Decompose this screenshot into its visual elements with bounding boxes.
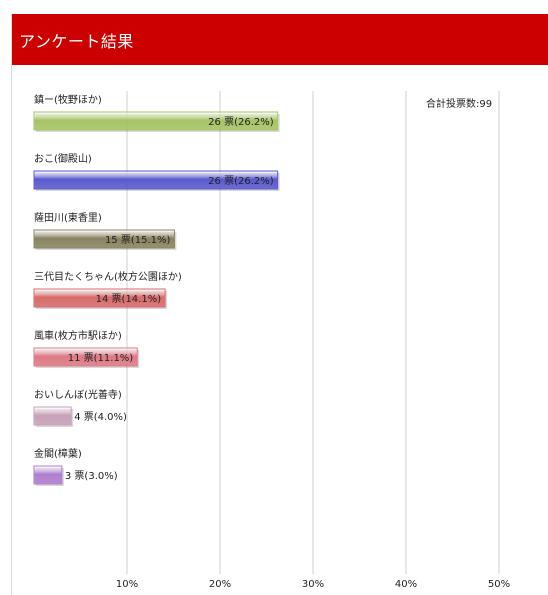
header-bar: アンケート結果 (12, 14, 548, 65)
x-tick-label: 30% (302, 579, 324, 590)
bar-category-label: おこ(御殿山) (34, 152, 92, 165)
x-tick-label: 40% (395, 579, 417, 590)
bar-value-label: 14 票(14.1%) (96, 293, 162, 305)
bar-value-label: 26 票(26.2%) (208, 116, 274, 128)
bar-chart: 鎮ー(牧野ほか) 26 票(26.2%) おこ(御殿山) 26 票(26.2%) 薩田川… (33, 91, 510, 590)
bars: 鎮ー(牧野ほか) 26 票(26.2%) おこ(御殿山) 26 票(26.2%) 薩田川… (33, 93, 280, 486)
x-tick-label: 20% (209, 579, 231, 590)
bar-category-label: おいしんぼ(光善寺) (34, 388, 122, 401)
bar-value-label: 26 票(26.2%) (208, 175, 274, 187)
bar-category-label: 薩田川(東香里) (34, 211, 102, 224)
x-tick-label: 50% (488, 579, 510, 590)
bar-value-label: 15 票(15.1%) (105, 234, 171, 246)
bar-category-label: 三代目たくちゃん(枚方公園ほか) (34, 270, 182, 283)
bar-value-label: 11 票(11.1%) (68, 352, 134, 364)
bar-category-label: 金閣(樟葉) (34, 447, 82, 460)
total-votes: 合計投票数:99 (426, 99, 493, 110)
bar-category-label: 風車(枚方市駅ほか) (34, 329, 122, 342)
bar-category-label: 鎮ー(牧野ほか) (34, 93, 102, 106)
page-title: アンケート結果 (19, 32, 134, 51)
bar-value-label: 4 票(4.0%) (74, 411, 127, 423)
grid-lines (126, 91, 500, 574)
x-tick-label: 10% (116, 579, 138, 590)
bar-value-label: 3 票(3.0%) (65, 470, 118, 482)
x-axis-ticks: 10% 20% 30% 40% 50% (116, 579, 510, 590)
survey-panel: アンケート結果 合計投票数:99 鎮ー(牧野ほか) 26 票(26.2%) おこ(御… (11, 14, 548, 595)
